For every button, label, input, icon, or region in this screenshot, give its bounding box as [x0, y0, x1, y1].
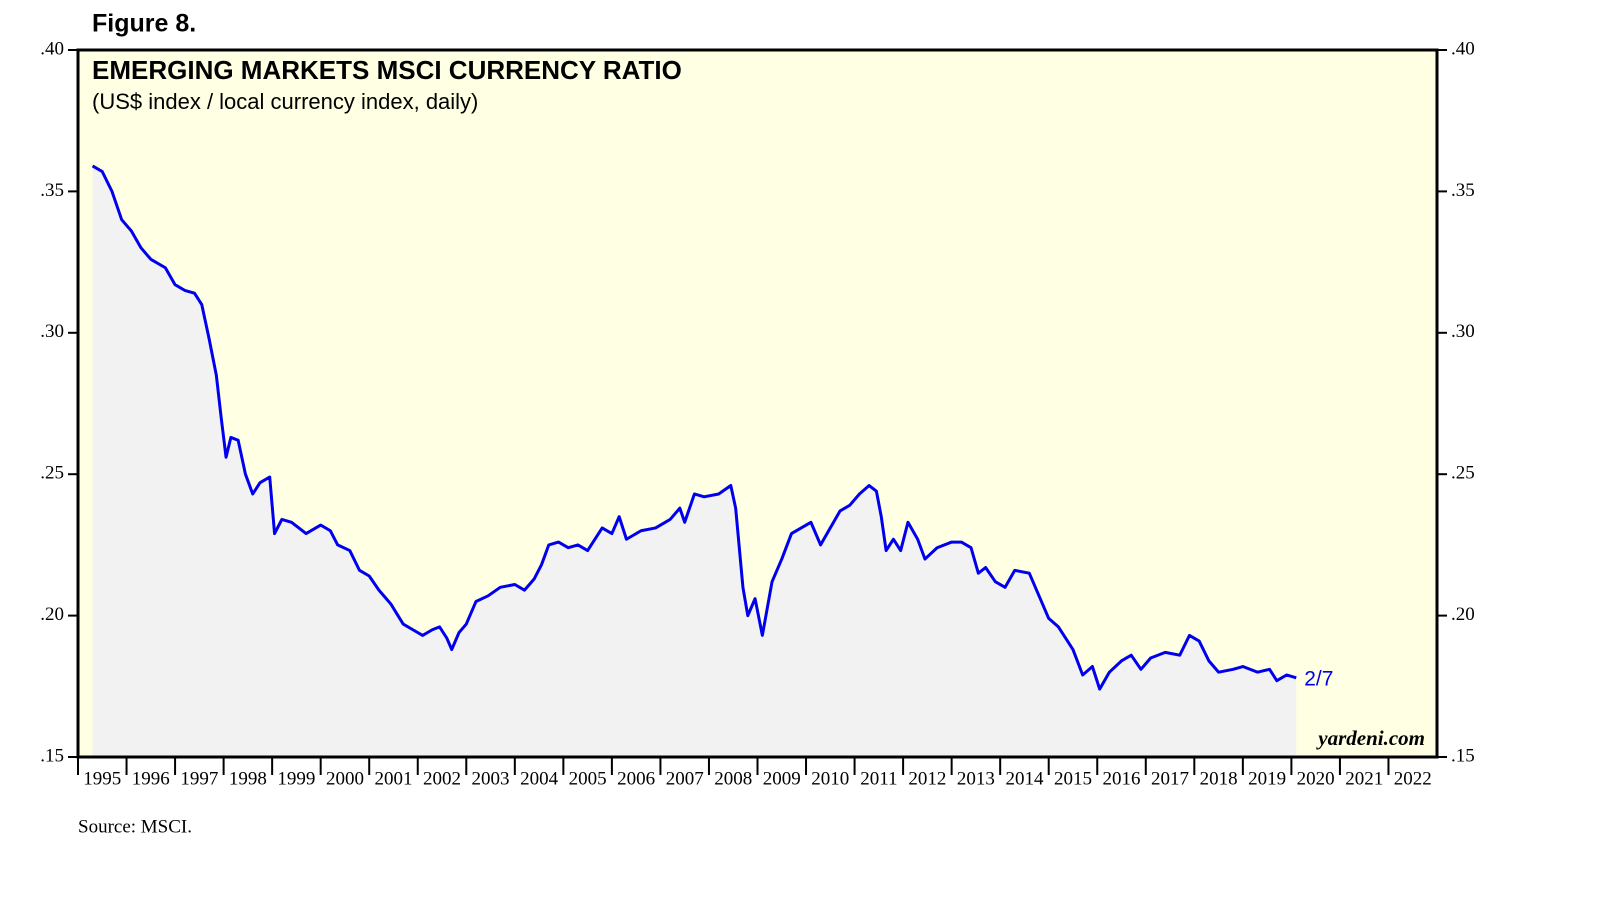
x-tick-label: 2009 [763, 768, 801, 789]
y-tick-label: .40 [40, 38, 64, 59]
y2-tick-label: .25 [1451, 463, 1475, 484]
x-tick-label: 2013 [957, 768, 995, 789]
x-tick-label: 2006 [617, 768, 655, 789]
x-tick-label: 2004 [520, 768, 559, 789]
x-tick-label: 2019 [1248, 768, 1286, 789]
annotation: 2/7 [1304, 667, 1333, 690]
x-tick-label: 2021 [1345, 768, 1383, 789]
plot-frame [76, 48, 1439, 759]
y2-tick-label: .35 [1451, 180, 1475, 201]
x-tick-label: 2012 [908, 768, 946, 789]
x-tick-label: 1995 [83, 768, 121, 789]
x-tick-label: 2007 [666, 768, 704, 789]
x-tick-label: 2015 [1054, 768, 1092, 789]
x-tick-label: 1998 [229, 768, 267, 789]
x-tick-label: 2014 [1005, 768, 1044, 789]
x-tick-label: 2017 [1151, 768, 1189, 789]
x-tick-label: 2018 [1200, 768, 1238, 789]
y2-tick-label: .15 [1451, 745, 1475, 766]
figure-label: Figure 8. [92, 10, 196, 38]
x-tick-label: 2008 [714, 768, 752, 789]
x-tick-label: 2011 [860, 768, 897, 789]
y-tick-label: .35 [40, 180, 64, 201]
x-tick-label: 2016 [1103, 768, 1141, 789]
source: Source: MSCI. [78, 816, 192, 837]
x-tick-label: 2020 [1297, 768, 1335, 789]
chart-subtitle: (US$ index / local currency index, daily… [92, 89, 478, 114]
x-tick-label: 2010 [811, 768, 849, 789]
x-tick-label: 1997 [180, 768, 218, 789]
y-tick-label: .30 [40, 321, 64, 342]
x-tick-label: 1996 [132, 768, 170, 789]
y2-tick-label: .40 [1451, 38, 1475, 59]
y-tick-label: .25 [40, 463, 64, 484]
chart-title: EMERGING MARKETS MSCI CURRENCY RATIO [92, 55, 682, 85]
y2-tick-label: .30 [1451, 321, 1475, 342]
x-tick-label: 2003 [472, 768, 510, 789]
watermark: yardeni.com [1315, 726, 1425, 750]
y-tick-label: .15 [40, 745, 64, 766]
y-tick-label: .20 [40, 604, 64, 625]
x-tick-label: 2000 [326, 768, 364, 789]
x-tick-label: 1999 [277, 768, 315, 789]
x-tick-label: 2005 [569, 768, 607, 789]
x-tick-label: 2022 [1394, 768, 1432, 789]
y2-tick-label: .20 [1451, 604, 1475, 625]
line [91, 164, 1297, 691]
x-tick-label: 2001 [374, 768, 412, 789]
x-tick-label: 2002 [423, 768, 461, 789]
